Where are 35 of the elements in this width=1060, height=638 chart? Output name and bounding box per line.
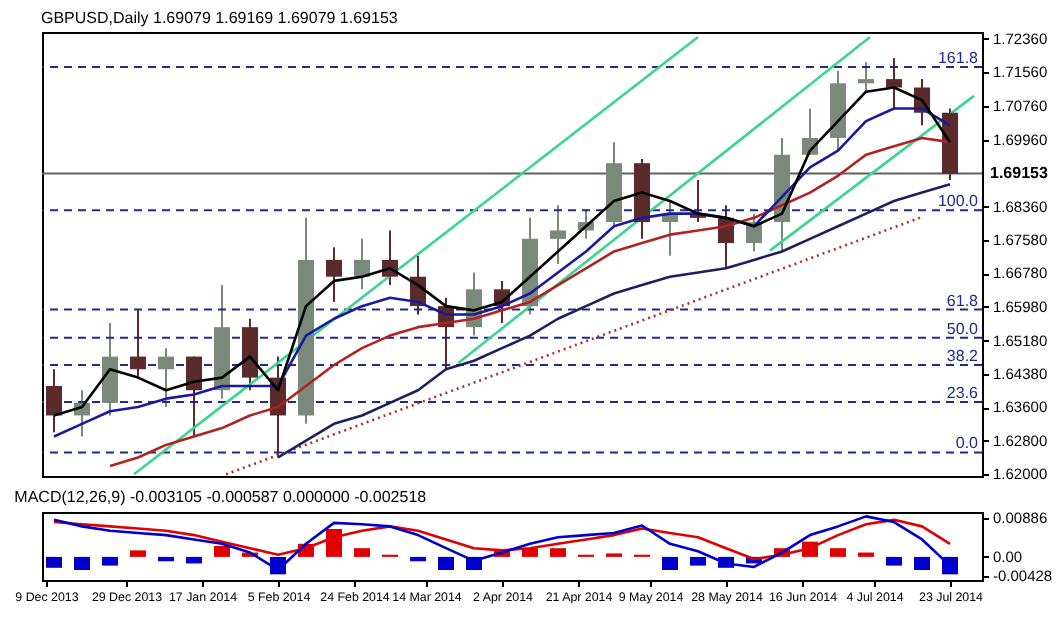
annotation: 161.8 [937,48,980,67]
candlestick [354,237,370,291]
bar [886,556,902,566]
candlestick [130,309,146,379]
bar [158,556,174,562]
line-series [52,518,952,561]
annotation: 23.6 [946,384,980,402]
annotation: 0.0 [955,434,980,453]
annotation: 61.8 [946,291,980,310]
candlestick [550,204,566,266]
bar [354,548,370,557]
bar [830,548,846,557]
bar [102,556,118,566]
bar [410,556,426,562]
ref-line-label: 1.69153 [990,163,1049,182]
annotation: 50.0 [946,319,980,338]
bar [130,550,146,557]
bar [74,556,90,570]
bar [186,556,202,564]
annotation: 100.0 [937,192,980,211]
bar [690,556,706,566]
bar [46,556,62,568]
candlestick [886,57,902,110]
bar [662,556,678,570]
bar [438,556,454,570]
chart-title: GBPUSD,Daily 1.69079 1.69169 1.69079 1.69153 [41,8,399,27]
candlestick [326,246,342,303]
candlestick [158,347,174,409]
candlestick [186,355,202,438]
candlestick [46,368,62,434]
bar [914,556,930,570]
candlestick [102,321,118,417]
annotation: 38.2 [946,347,980,365]
candlestick [858,61,874,93]
chart-title: MACD(12,26,9) -0.003105 -0.000587 0.000000 -0.002518 [14,488,428,507]
